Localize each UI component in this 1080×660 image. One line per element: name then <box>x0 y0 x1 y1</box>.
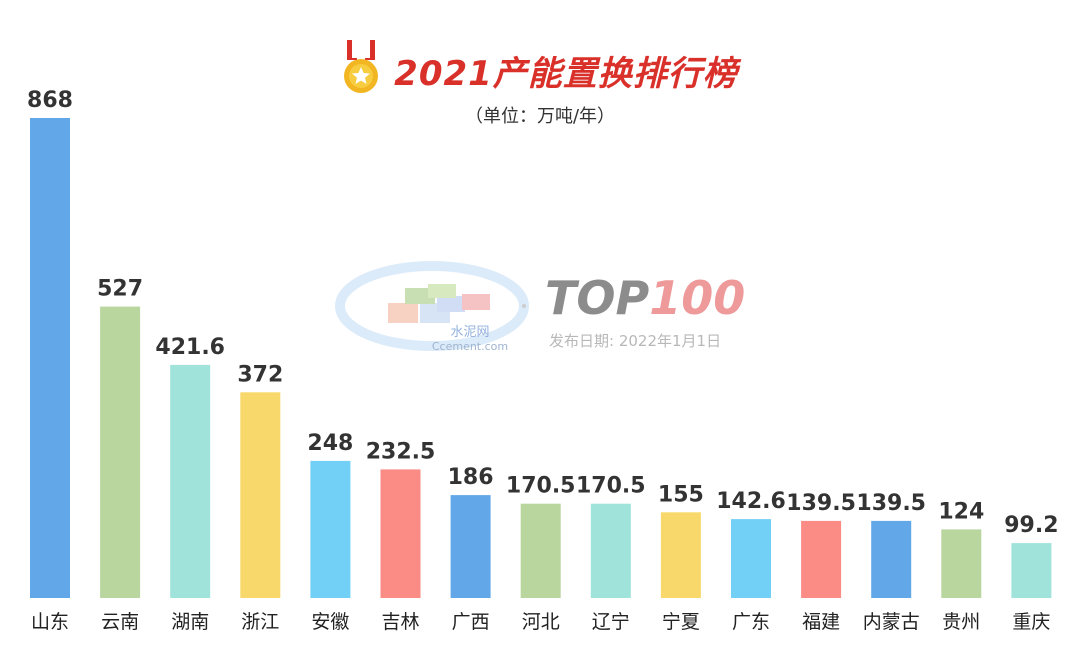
bar-value-label: 421.6 <box>155 335 225 360</box>
bar-内蒙古 <box>871 520 912 598</box>
bar-广东 <box>731 519 771 598</box>
bar-贵州 <box>941 529 982 598</box>
bar-吉林 <box>380 469 421 598</box>
bar-福建 <box>801 520 842 598</box>
bar-湖南 <box>170 364 211 598</box>
bar-value-label: 139.5 <box>856 491 926 516</box>
x-tick-label: 辽宁 <box>592 611 630 633</box>
bar-value-label: 170.5 <box>506 474 576 499</box>
bar-value-label: 248 <box>307 431 353 456</box>
bar-辽宁 <box>590 503 631 598</box>
bars-layer <box>30 118 1052 598</box>
x-tick-label: 山东 <box>31 611 69 633</box>
bar-安徽 <box>310 460 351 598</box>
x-tick-label: 广东 <box>732 611 770 633</box>
bar-value-label: 868 <box>27 88 73 113</box>
bar-value-label: 372 <box>237 362 283 387</box>
bar-河北 <box>520 503 561 598</box>
x-tick-label: 吉林 <box>381 611 419 633</box>
x-tick-label: 宁夏 <box>662 611 700 633</box>
bar-宁夏 <box>660 512 701 598</box>
medal-icon <box>342 40 380 100</box>
bar-山东 <box>30 118 70 598</box>
x-tick-label: 福建 <box>802 611 840 633</box>
bar-广西 <box>450 495 491 598</box>
x-tick-label: 贵州 <box>942 611 980 633</box>
title-row: 2021产能置换排行榜 <box>0 40 1080 100</box>
chart-title: 2021产能置换排行榜 <box>394 53 738 94</box>
bar-云南 <box>100 306 141 598</box>
x-tick-label: 河北 <box>522 611 560 633</box>
bar-value-label: 139.5 <box>786 491 856 516</box>
bar-value-label: 142.6 <box>716 489 786 514</box>
x-tick-label: 云南 <box>101 611 139 633</box>
bar-value-label: 527 <box>97 277 143 302</box>
bar-重庆 <box>1011 543 1052 598</box>
bar-value-label: 170.5 <box>576 474 646 499</box>
bar-浙江 <box>240 392 281 598</box>
x-tick-label: 浙江 <box>241 611 279 633</box>
x-tick-label: 重庆 <box>1012 611 1050 633</box>
bar-value-label: 124 <box>938 499 984 524</box>
x-tick-label: 内蒙古 <box>863 611 920 633</box>
bar-value-label: 155 <box>658 482 704 507</box>
x-tick-label: 安徽 <box>311 611 349 633</box>
x-tick-label: 湖南 <box>171 611 209 633</box>
x-tick-label: 广西 <box>452 611 490 633</box>
value-labels-layer: 868 527 421.6 372 248 232.5 186 170.5 170.5 155 14… <box>27 88 1059 538</box>
category-labels-layer: 山东 云南 湖南 浙江 安徽 吉林 广西 河北 辽宁 宁夏 广东 福建 内蒙古 贵州 重庆 <box>31 611 1050 633</box>
bar-value-label: 232.5 <box>366 439 436 464</box>
bar-value-label: 186 <box>448 465 494 490</box>
bar-value-label: 99.2 <box>1004 513 1058 538</box>
chart-subtitle: （单位：万吨/年） <box>464 106 616 127</box>
